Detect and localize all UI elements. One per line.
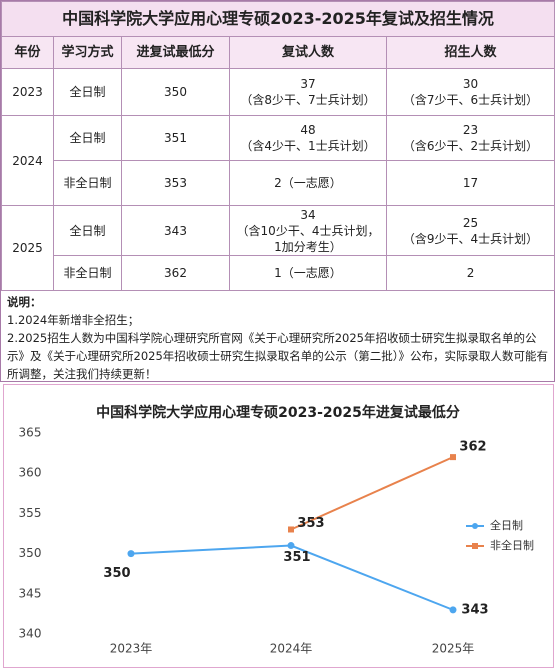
point bbox=[450, 454, 456, 461]
y-tick-label: 355 bbox=[19, 506, 42, 520]
legend-label: 全日制 bbox=[490, 518, 523, 532]
cell: 2024 bbox=[1, 115, 54, 206]
cell: 全日制 bbox=[53, 115, 122, 161]
y-tick-label: 365 bbox=[19, 426, 42, 440]
header-cell: 年份 bbox=[1, 36, 54, 69]
cell: 全日制 bbox=[53, 68, 122, 116]
cell: 2（一志愿） bbox=[229, 160, 387, 206]
cell: 48 （含4少干、1士兵计划） bbox=[229, 115, 387, 161]
legend-marker bbox=[472, 543, 478, 549]
cell: 350 bbox=[121, 68, 230, 116]
x-tick-label: 2023年 bbox=[110, 642, 153, 656]
cell: 23 （含6少干、2士兵计划） bbox=[385, 115, 555, 161]
point bbox=[288, 526, 294, 533]
cell: 非全日制 bbox=[53, 160, 122, 206]
cell: 343 bbox=[121, 205, 230, 256]
note-line: 1.2024年新增非全招生； bbox=[7, 313, 140, 327]
note-line: 2.2025招生人数为中国科学院心理研究所官网《关于心理研究所2025年招收硕士… bbox=[7, 331, 549, 381]
x-tick-label: 2025年 bbox=[432, 642, 475, 656]
header-cell: 进复试最低分 bbox=[121, 36, 230, 69]
series-line bbox=[290, 456, 454, 531]
header-cell: 学习方式 bbox=[53, 36, 122, 69]
cell: 2025 bbox=[1, 205, 54, 291]
cell: 非全日制 bbox=[53, 255, 122, 291]
cell: 全日制 bbox=[53, 205, 122, 256]
cell: 2 bbox=[385, 255, 555, 291]
table: 中国科学院大学应用心理专硕2023-2025年复试及招生情况 年份 学习方式 进… bbox=[0, 1, 555, 291]
value-label: 353 bbox=[297, 516, 324, 531]
value-label: 343 bbox=[461, 602, 488, 617]
y-tick-label: 350 bbox=[19, 546, 42, 560]
legend-marker bbox=[472, 523, 478, 529]
header-cell: 招生人数 bbox=[385, 36, 555, 69]
y-tick-label: 345 bbox=[19, 586, 42, 600]
cell: 1（一志愿） bbox=[229, 255, 387, 291]
table-panel: 中国科学院大学应用心理专硕2023-2025年复试及招生情况 年份 学习方式 进… bbox=[0, 0, 555, 382]
cell: 17 bbox=[385, 160, 555, 206]
point bbox=[287, 542, 295, 550]
y-tick-label: 360 bbox=[19, 466, 42, 480]
cell: 351 bbox=[121, 115, 230, 161]
value-label: 362 bbox=[459, 440, 486, 455]
x-tick-label: 2024年 bbox=[270, 642, 313, 656]
cell: 2023 bbox=[1, 68, 54, 116]
point bbox=[449, 606, 457, 614]
table-title: 中国科学院大学应用心理专硕2023-2025年复试及招生情况 bbox=[0, 1, 555, 37]
cell: 34 （含10少干、4士兵计划， 1加分考生） bbox=[229, 205, 387, 256]
chart: 中国科学院大学应用心理专硕2023-2025年进复试最低分 340 345 350 3… bbox=[3, 384, 554, 668]
cell: 353 bbox=[121, 160, 230, 206]
y-tick-label: 340 bbox=[19, 627, 42, 641]
cell: 30 （含7少干、6士兵计划） bbox=[385, 68, 555, 116]
legend-label: 非全日制 bbox=[490, 538, 534, 552]
chart-title: 中国科学院大学应用心理专硕2023-2025年进复试最低分 bbox=[96, 404, 460, 421]
value-label: 351 bbox=[283, 550, 310, 565]
cell: 25 （含9少干、4士兵计划） bbox=[385, 205, 555, 256]
cell: 362 bbox=[121, 255, 230, 291]
notes-title: 说明： bbox=[7, 295, 42, 309]
cell: 37 （含8少干、7士兵计划） bbox=[229, 68, 387, 116]
header-cell: 复试人数 bbox=[229, 36, 387, 69]
value-label: 350 bbox=[103, 566, 130, 581]
notes: 说明： 1.2024年新增非全招生； 2.2025招生人数为中国科学院心理研究所… bbox=[1, 291, 554, 385]
point bbox=[127, 550, 135, 558]
